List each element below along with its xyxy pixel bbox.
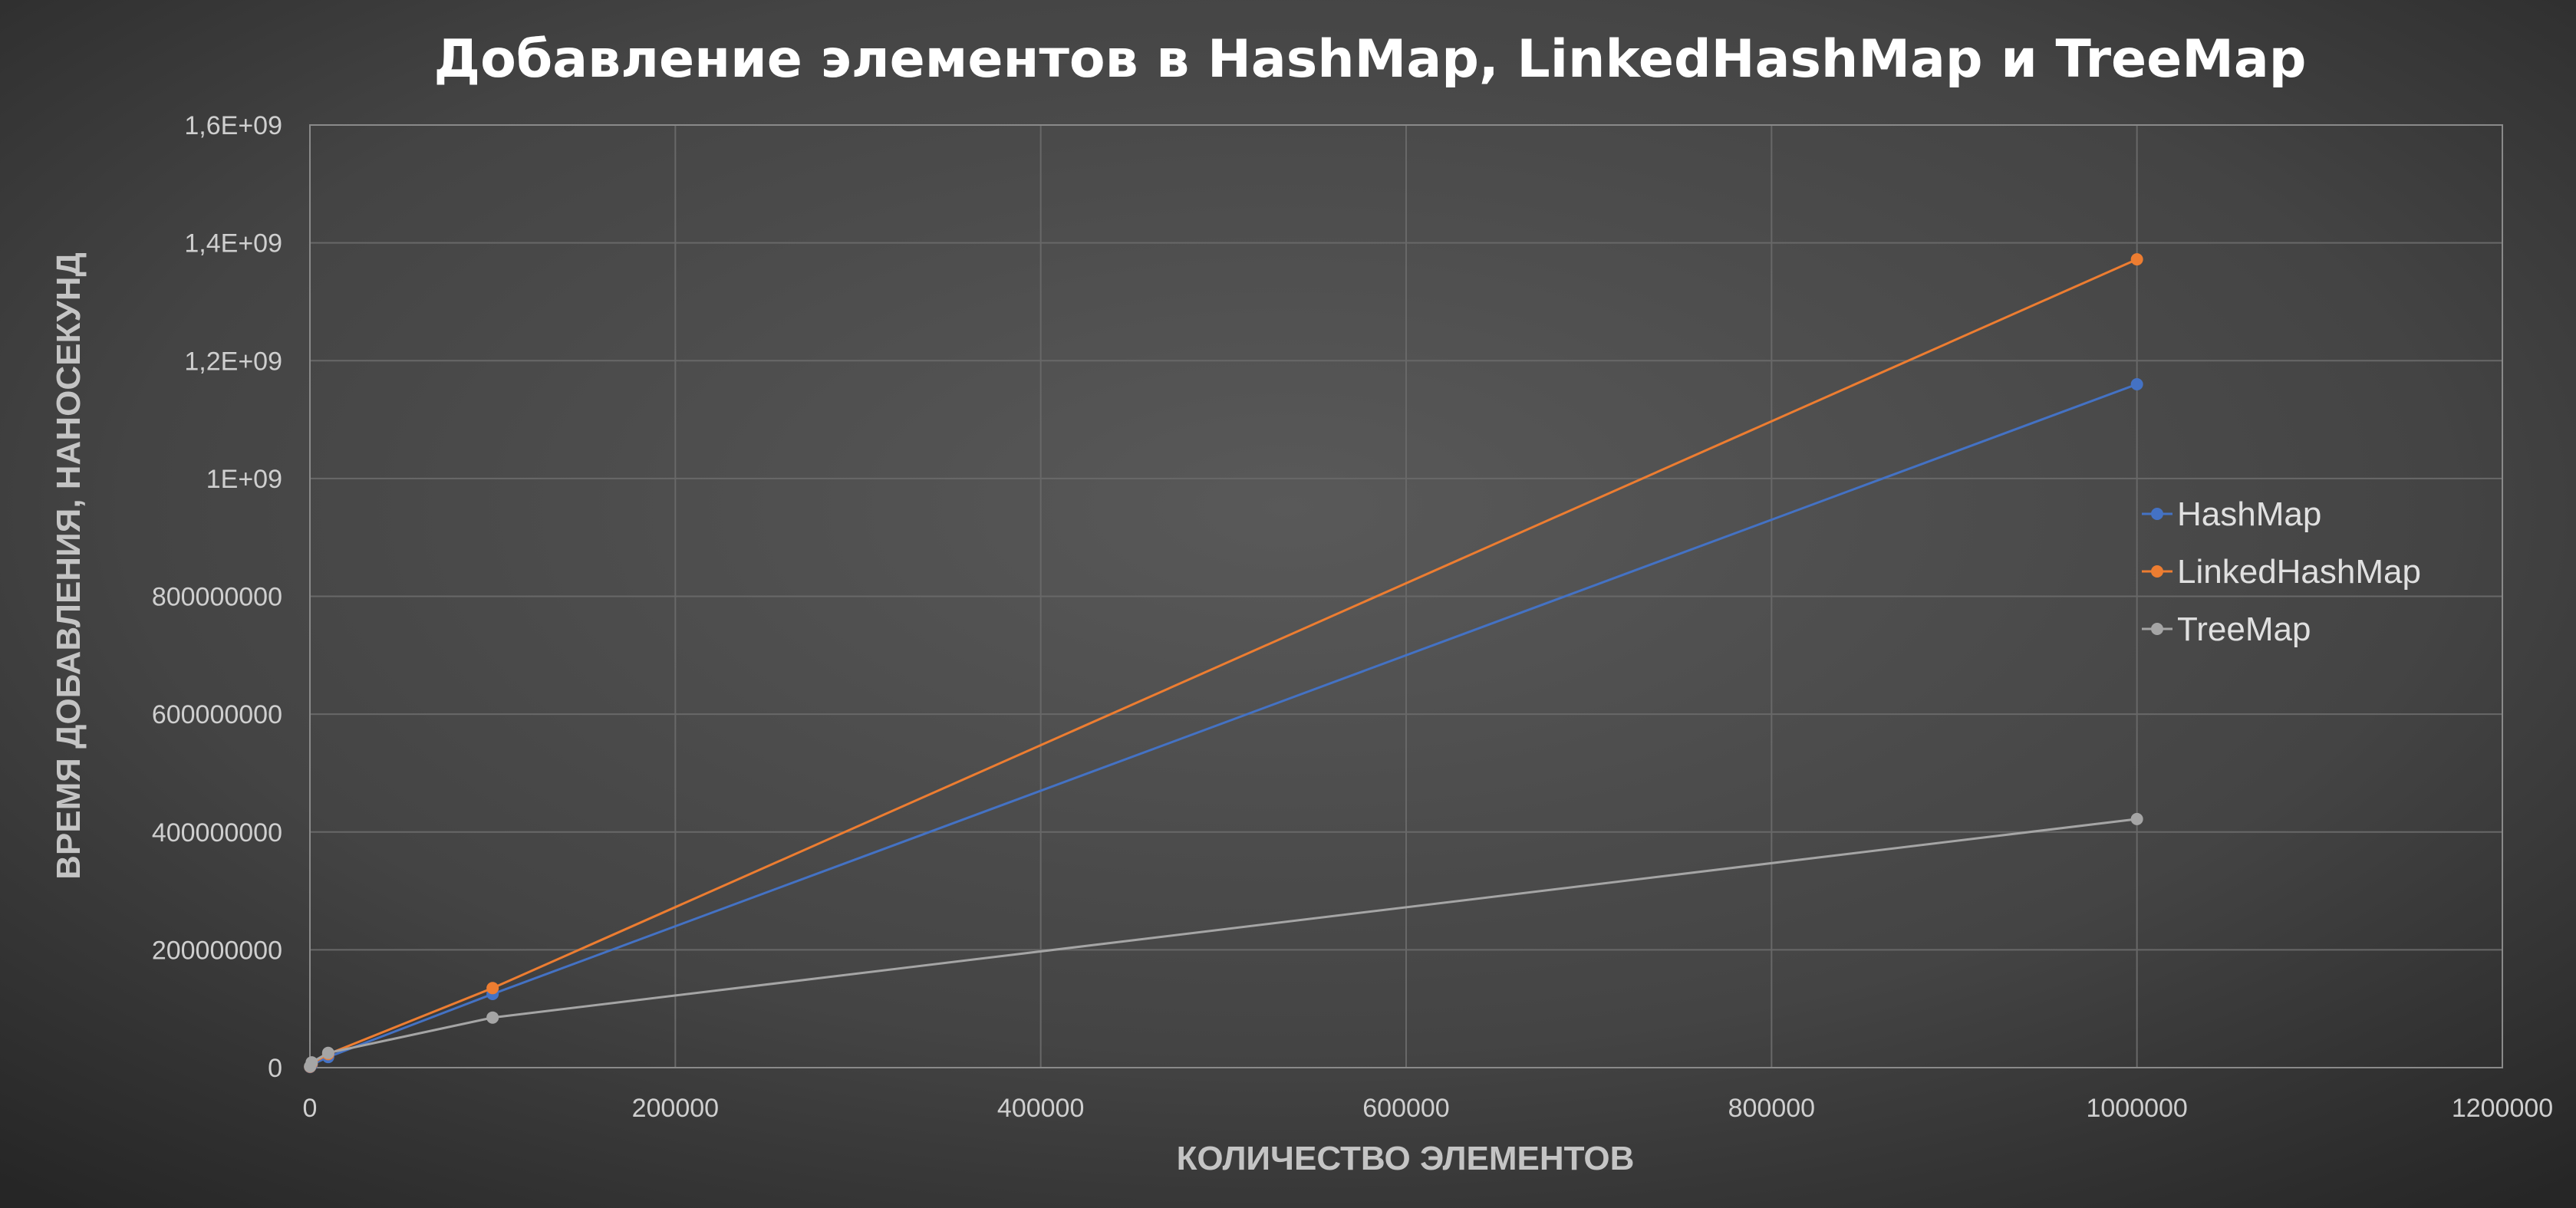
y-tick-label: 400000000 — [152, 818, 282, 848]
data-point — [2130, 812, 2143, 825]
y-axis-title: ВРЕМЯ ДОБАВЛЕНИЯ, НАНОСЕКУНД — [50, 252, 87, 880]
x-axis-title: КОЛИЧЕСТВО ЭЛЕМЕНТОВ — [1177, 1140, 1635, 1177]
y-tick-label: 600000000 — [152, 700, 282, 729]
x-tick-label: 600000 — [1362, 1094, 1449, 1123]
plot-area-frame — [309, 124, 2503, 1068]
legend-marker — [2151, 623, 2163, 635]
legend-item-linkedhashmap: LinkedHashMap — [2142, 553, 2421, 591]
y-tick-label: 1E+09 — [206, 465, 282, 494]
y-tick-label: 800000000 — [152, 583, 282, 612]
series-treemap — [304, 812, 2143, 1073]
y-tick-label: 1,6E+09 — [184, 111, 282, 140]
legend-marker — [2151, 565, 2163, 578]
y-tick-label: 1,4E+09 — [184, 229, 282, 258]
legend-item-treemap: TreeMap — [2142, 611, 2311, 648]
data-point — [486, 1011, 499, 1024]
legend: HashMap LinkedHashMap TreeMap — [2142, 495, 2421, 648]
y-tick-label: 0 — [268, 1054, 282, 1083]
series-lines — [304, 253, 2143, 1074]
legend-label: LinkedHashMap — [2177, 553, 2421, 591]
legend-item-hashmap: HashMap — [2142, 495, 2321, 533]
data-point — [321, 1046, 334, 1059]
x-tick-label: 200000 — [632, 1094, 719, 1123]
y-axis-tick-labels: 0 200000000 400000000 600000000 800000000 1E+… — [152, 111, 282, 1083]
data-point — [305, 1056, 318, 1069]
y-tick-label: 200000000 — [152, 936, 282, 965]
data-point — [2130, 377, 2143, 390]
x-tick-label: 1200000 — [2452, 1094, 2553, 1123]
x-tick-label: 0 — [303, 1094, 318, 1123]
chart-title: Добавление элементов в HashMap, LinkedHa… — [434, 29, 2307, 90]
x-tick-label: 1000000 — [2086, 1094, 2187, 1123]
y-tick-label: 1,2E+09 — [184, 347, 282, 376]
gridlines — [309, 124, 2503, 1068]
x-tick-label: 800000 — [1728, 1094, 1815, 1123]
data-point — [486, 982, 499, 995]
legend-label: TreeMap — [2177, 611, 2311, 648]
x-tick-label: 400000 — [997, 1094, 1084, 1123]
data-point — [2130, 253, 2143, 266]
legend-marker — [2151, 508, 2163, 520]
x-axis-tick-labels: 0 200000 400000 600000 800000 1000000 1200000 — [303, 1094, 2554, 1123]
legend-label: HashMap — [2177, 495, 2321, 533]
